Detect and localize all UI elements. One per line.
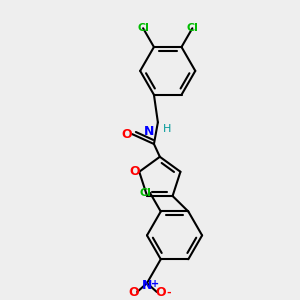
Text: H: H (163, 124, 171, 134)
Text: N: N (144, 125, 154, 138)
Text: O: O (129, 165, 140, 178)
Text: O: O (121, 128, 132, 141)
Text: Cl: Cl (186, 23, 198, 33)
Text: N: N (142, 279, 152, 292)
Text: O: O (155, 286, 166, 299)
Text: Cl: Cl (139, 188, 151, 198)
Text: -: - (166, 288, 171, 298)
Text: Cl: Cl (137, 23, 149, 33)
Text: +: + (151, 279, 159, 289)
Text: O: O (128, 286, 139, 299)
